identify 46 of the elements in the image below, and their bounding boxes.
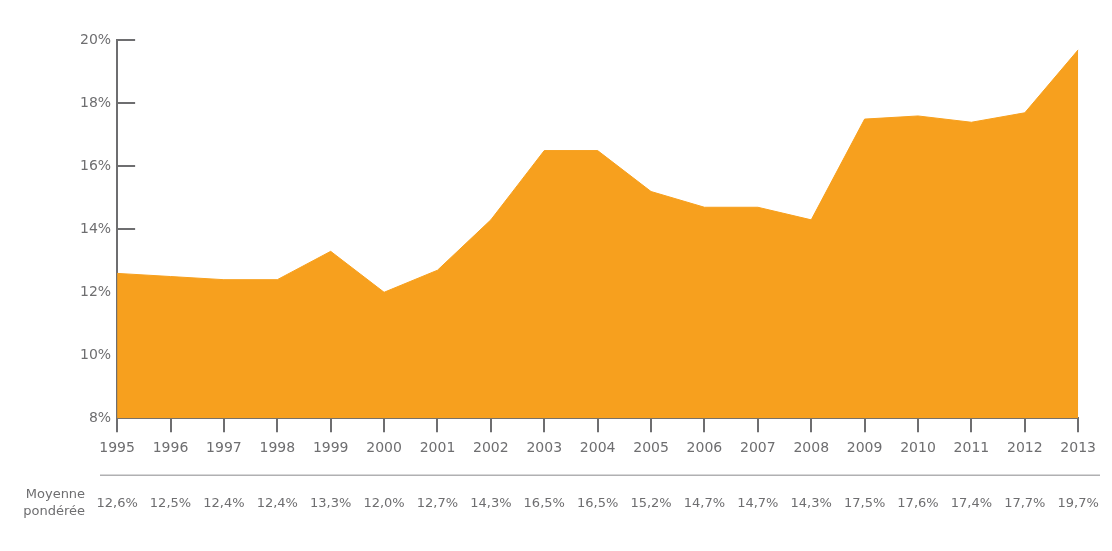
data-label: 13,3% <box>310 494 352 510</box>
data-label: 14,3% <box>790 494 832 510</box>
x-tick-label: 2012 <box>1006 439 1043 456</box>
x-tick-label: 2006 <box>686 439 723 456</box>
x-tick-label: 1995 <box>99 439 135 456</box>
x-tick-label: 2009 <box>846 439 883 456</box>
y-tick-label: 16% <box>79 156 112 173</box>
x-tick-label: 2002 <box>473 439 509 456</box>
x-tick-label: 1999 <box>312 439 349 456</box>
data-label: 12,6% <box>96 494 138 510</box>
data-label: 17,4% <box>950 494 993 510</box>
data-label: 12,5% <box>149 494 192 510</box>
data-label: 14,7% <box>737 494 779 510</box>
text: Moyenne pondérée <box>23 486 86 519</box>
y-tick-label: 20% <box>79 31 112 48</box>
data-label: 14,3% <box>470 494 512 510</box>
data-label: 19,7% <box>1057 494 1099 510</box>
x-tick-label: 2010 <box>900 439 936 456</box>
data-label: 12,7% <box>416 494 459 510</box>
x-tick-label: 1996 <box>152 439 189 456</box>
data-label: 16,5% <box>523 494 565 510</box>
x-tick-label: 2000 <box>366 439 402 456</box>
x-tick-label: 1997 <box>206 439 242 456</box>
x-tick-label: 2011 <box>953 439 990 456</box>
x-tick-label: 2001 <box>419 439 456 456</box>
data-label: 17,6% <box>897 494 939 510</box>
x-tick-label: 2005 <box>633 439 669 456</box>
data-label: 17,5% <box>843 494 886 510</box>
x-tick-label: 2004 <box>579 439 616 456</box>
data-label: 14,7% <box>683 494 726 510</box>
y-tick-label: 12% <box>79 282 112 299</box>
x-tick-label: 2013 <box>1060 439 1097 456</box>
x-tick-label: 1998 <box>259 439 296 456</box>
x-tick-label: 2008 <box>793 439 830 456</box>
data-label: 12,0% <box>363 494 405 510</box>
y-tick-label: 18% <box>79 94 112 111</box>
x-tick-label: 2007 <box>740 439 776 456</box>
data-label: 12,4% <box>256 494 298 510</box>
data-label: 12,4% <box>203 494 245 510</box>
data-label: 17,7% <box>1004 494 1046 510</box>
data-label: 15,2% <box>630 494 672 510</box>
x-tick-label: 2003 <box>526 439 563 456</box>
y-tick-label: 14% <box>79 219 112 236</box>
data-label: 16,5% <box>577 494 619 510</box>
y-tick-label: 8% <box>88 408 112 425</box>
y-tick-label: 10% <box>79 345 112 362</box>
